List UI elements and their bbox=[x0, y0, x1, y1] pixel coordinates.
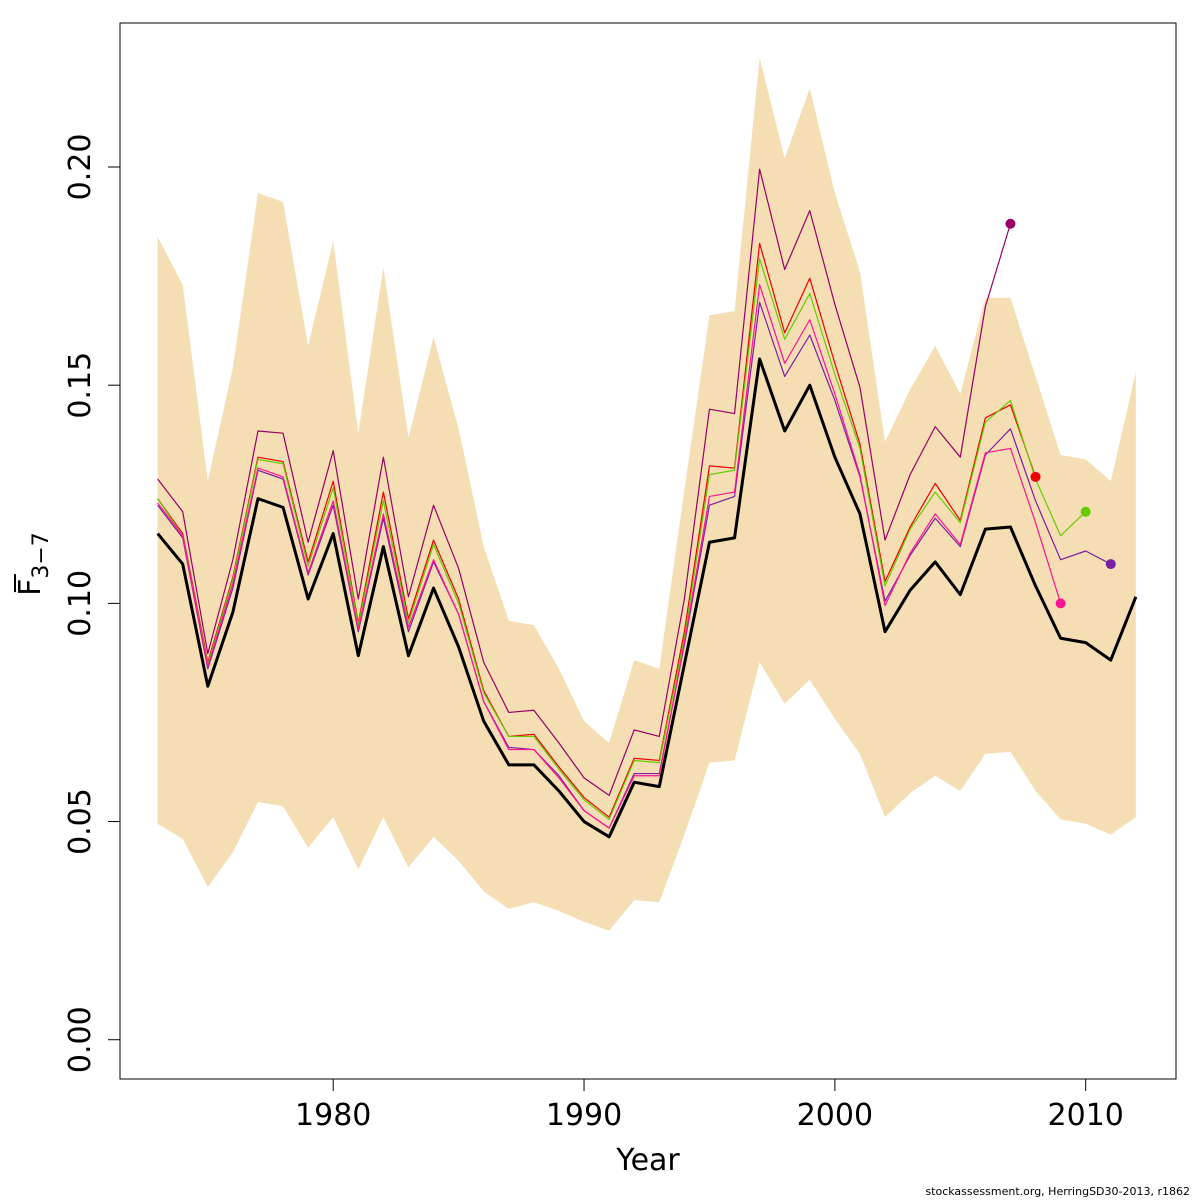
confidence-band-layer bbox=[157, 57, 1136, 931]
series-end-point-4 bbox=[1105, 559, 1116, 570]
y-tick-label: 0.00 bbox=[63, 1006, 98, 1073]
series-line-2 bbox=[157, 242, 1037, 818]
y-tick-label: 0.05 bbox=[63, 788, 98, 855]
confidence-band bbox=[157, 57, 1136, 931]
y-axis: 0.00 0.05 0.10 0.15 0.20 bbox=[63, 134, 121, 1073]
y-tick-label: 0.20 bbox=[63, 134, 98, 201]
y-tick-label: 0.15 bbox=[63, 352, 98, 419]
y-tick-label: 0.10 bbox=[63, 570, 98, 637]
x-tick-label: 1990 bbox=[546, 1098, 622, 1133]
series-end-point-5 bbox=[1055, 598, 1066, 609]
series-line-4 bbox=[157, 301, 1112, 829]
end-points-layer bbox=[1005, 218, 1116, 609]
x-axis: 1980 1990 2000 2010 bbox=[295, 1078, 1124, 1133]
series-line-1 bbox=[157, 168, 1012, 796]
source-credit: stockassessment.org, HerringSD30-2013, r… bbox=[925, 1185, 1190, 1198]
svg-text:F3−7: F3−7 bbox=[13, 532, 54, 596]
series-end-point-2 bbox=[1030, 471, 1041, 482]
x-axis-title: Year bbox=[615, 1143, 680, 1178]
series-layer bbox=[156, 168, 1138, 839]
series-line-3 bbox=[157, 258, 1087, 820]
series-line-0 bbox=[156, 357, 1138, 839]
y-axis-title-sub: 3−7 bbox=[29, 532, 54, 578]
x-tick-label: 2010 bbox=[1048, 1098, 1124, 1133]
x-tick-label: 1980 bbox=[295, 1098, 371, 1133]
series-end-point-3 bbox=[1080, 506, 1091, 517]
x-tick-label: 2000 bbox=[797, 1098, 873, 1133]
series-line-5 bbox=[157, 284, 1062, 829]
y-axis-title: F3−7 bbox=[13, 532, 54, 596]
y-axis-title-main: F bbox=[13, 579, 48, 596]
series-end-point-1 bbox=[1005, 218, 1016, 229]
